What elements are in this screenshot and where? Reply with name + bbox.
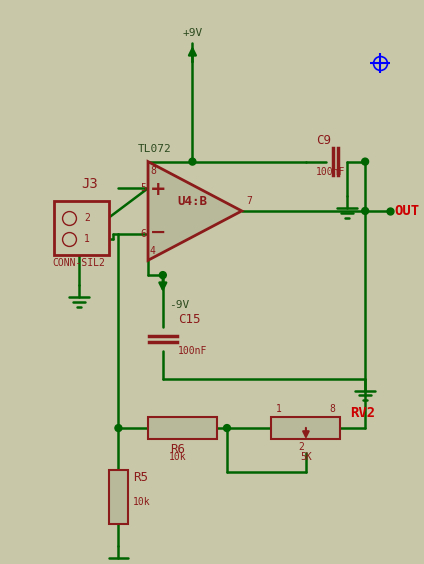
FancyBboxPatch shape <box>54 201 109 255</box>
Text: -9V: -9V <box>169 299 189 310</box>
FancyBboxPatch shape <box>109 470 128 525</box>
Text: 2: 2 <box>298 442 304 452</box>
Circle shape <box>223 425 230 431</box>
Text: 5: 5 <box>140 183 146 193</box>
Circle shape <box>362 208 368 214</box>
Text: R5: R5 <box>133 471 148 484</box>
Text: C9: C9 <box>316 134 331 147</box>
Text: OUT: OUT <box>395 204 420 218</box>
Text: 8: 8 <box>329 404 335 414</box>
Text: 6: 6 <box>140 228 146 239</box>
Text: 100nF: 100nF <box>316 166 345 177</box>
Text: +: + <box>150 180 166 199</box>
Text: CONN-SIL2: CONN-SIL2 <box>52 258 105 268</box>
Circle shape <box>115 425 122 431</box>
Text: 1: 1 <box>84 233 90 244</box>
Circle shape <box>189 158 196 165</box>
Circle shape <box>362 158 368 165</box>
Text: 100nF: 100nF <box>178 346 207 356</box>
Text: 10k: 10k <box>133 497 151 507</box>
Text: 7: 7 <box>247 196 253 206</box>
Text: 1: 1 <box>276 404 282 414</box>
Text: 5K: 5K <box>300 452 312 462</box>
Text: RV2: RV2 <box>350 406 375 420</box>
Text: C15: C15 <box>178 313 200 326</box>
Text: 8: 8 <box>150 166 156 175</box>
Text: J3: J3 <box>81 177 98 191</box>
Text: U4:B: U4:B <box>178 195 208 208</box>
Text: R6: R6 <box>170 443 185 456</box>
Circle shape <box>159 272 166 279</box>
Polygon shape <box>148 162 242 261</box>
Text: −: − <box>150 223 166 242</box>
Text: +9V: +9V <box>182 28 203 38</box>
Text: TL072: TL072 <box>138 144 172 154</box>
Text: 2: 2 <box>84 213 90 223</box>
FancyBboxPatch shape <box>271 417 340 439</box>
Text: 4: 4 <box>150 246 156 257</box>
FancyBboxPatch shape <box>148 417 217 439</box>
Text: 10k: 10k <box>169 452 187 462</box>
